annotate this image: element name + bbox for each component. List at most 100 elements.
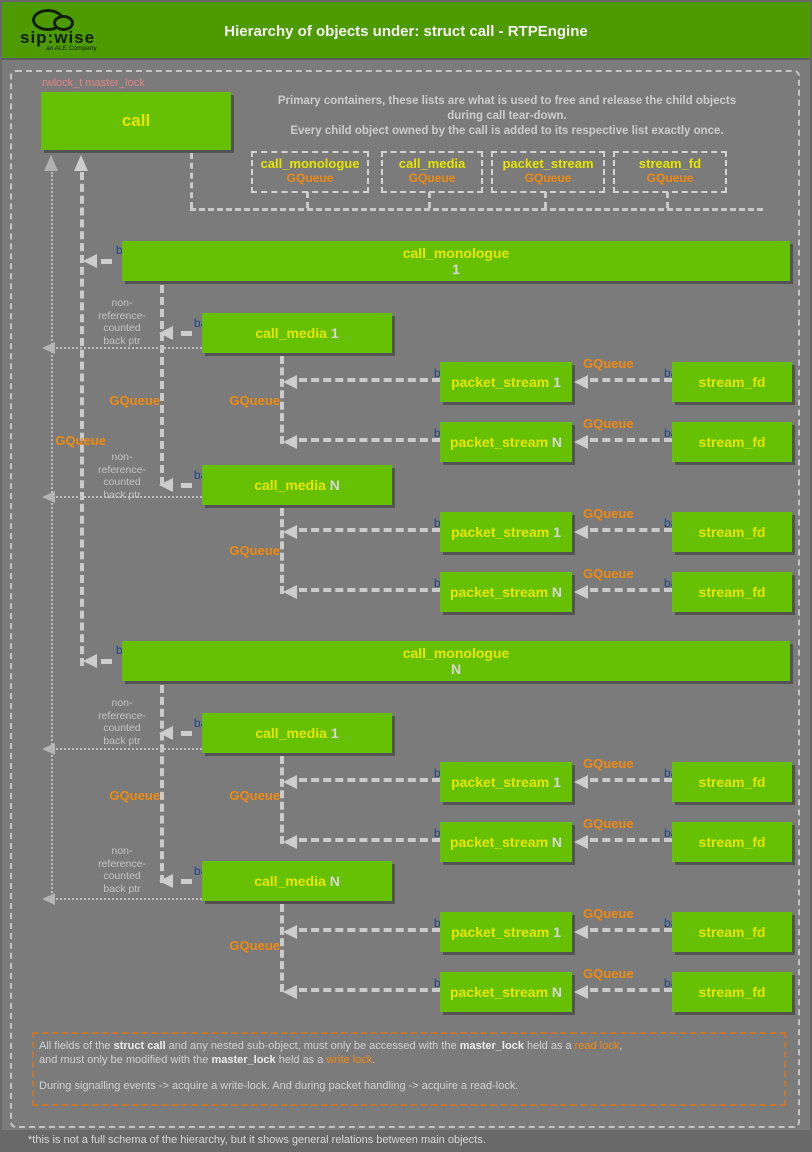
left-arrow-icon — [42, 491, 55, 503]
intro-line-3: Every child object owned by the call is … — [290, 125, 724, 137]
stream-queue-line — [280, 756, 284, 844]
back-ptr-dash — [181, 483, 192, 488]
left-arrow-icon — [42, 743, 55, 755]
media-queue-line — [160, 285, 164, 485]
back-ptr-line — [299, 778, 440, 782]
node-title: call_monologue — [402, 645, 510, 661]
node-suffix: 1 — [452, 261, 460, 277]
left-arrow-icon — [42, 342, 55, 354]
node-title: packet_stream — [449, 434, 549, 450]
back-ptr-arrow-icon — [283, 585, 297, 599]
back-ptr-arrow-icon — [574, 585, 588, 599]
node-suffix: N — [551, 434, 563, 450]
non-ref-back-ptr-label: non- reference- counted back ptr — [98, 845, 146, 895]
container-type: GQueue — [646, 171, 694, 185]
back-ptr-dash — [101, 259, 112, 264]
node-title: stream_fd — [698, 374, 766, 390]
stream-fd-box: stream_fd — [672, 572, 792, 612]
non-ref-back-ptr-trunk-line — [51, 172, 53, 901]
stream-fd-box: stream_fd — [672, 972, 792, 1012]
non-ref-back-ptr-label: non- reference- counted back ptr — [98, 297, 146, 347]
node-title: packet_stream — [451, 924, 550, 940]
back-ptr-arrow-icon — [283, 775, 297, 789]
node-title: stream_fd — [698, 524, 766, 540]
node-suffix: 1 — [553, 374, 561, 390]
back-ptr-line — [299, 988, 440, 992]
gqueue-label: GQueue — [583, 506, 634, 521]
note-spacer — [39, 1067, 784, 1080]
gqueue-label: GQueue — [583, 416, 634, 431]
node-suffix: N — [450, 661, 462, 677]
back-ptr-arrow-icon — [574, 985, 588, 999]
node-suffix: N — [329, 477, 340, 493]
container-title: call_monologue — [260, 156, 360, 171]
node-suffix: N — [329, 873, 340, 889]
back-ptr-arrow-icon — [83, 254, 97, 268]
back-ptr-arrow-icon — [159, 326, 173, 340]
gqueue-label: GQueue — [229, 393, 280, 408]
back-ptr-dash — [181, 731, 192, 736]
stream-fd-box: stream_fd — [672, 512, 792, 552]
note-line-1: All fields of the struct call and any ne… — [39, 1040, 623, 1052]
intro-line-2: during call tear-down. — [447, 110, 567, 122]
node-title: packet_stream — [451, 524, 550, 540]
container-title: packet_stream — [502, 156, 594, 171]
container-title: call_media — [398, 156, 466, 171]
gqueue-line — [590, 528, 672, 532]
gqueue-label: GQueue — [583, 906, 634, 921]
back-ptr-line — [299, 438, 440, 442]
packet-stream-box: packet_stream 1 — [440, 512, 572, 552]
back-ptr-line — [299, 588, 440, 592]
stream-queue-line — [280, 904, 284, 992]
node-title: stream_fd — [698, 834, 766, 850]
node-title: call_media — [255, 325, 327, 341]
gqueue-label: GQueue — [109, 788, 160, 803]
back-ptr-arrow-icon — [159, 478, 173, 492]
gqueue-label: GQueue — [229, 788, 280, 803]
node-title: stream_fd — [698, 434, 766, 450]
gqueue-line — [590, 378, 672, 382]
container-stub-line — [544, 192, 547, 208]
footer-note: *this is not a full schema of the hierar… — [28, 1134, 486, 1146]
node-suffix: N — [551, 984, 563, 1000]
node-title: packet_stream — [449, 834, 549, 850]
call-media-box: call_media N — [202, 465, 392, 505]
node-title: stream_fd — [698, 984, 766, 1000]
sipwise-logo: sip:wise an ALE Company — [20, 6, 130, 58]
non-ref-back-ptr-line — [56, 898, 202, 900]
call-box-label: call — [121, 111, 151, 130]
call-media-box: call_media 1 — [202, 713, 392, 753]
back-ptr-arrow-icon — [574, 775, 588, 789]
gqueue-line — [590, 838, 672, 842]
gqueue-label: GQueue — [583, 966, 634, 981]
back-ptr-arrow-icon — [574, 375, 588, 389]
call-monologue-box: call_monologue 1 — [122, 241, 790, 281]
gqueue-line — [590, 778, 672, 782]
left-arrow-icon — [42, 893, 55, 905]
container-box-call-media: call_media GQueue — [381, 151, 483, 193]
node-suffix: 1 — [330, 725, 339, 741]
containers-bus-line — [190, 208, 763, 211]
gqueue-line — [590, 588, 672, 592]
packet-stream-box: packet_stream N — [440, 972, 572, 1012]
packet-stream-box: packet_stream 1 — [440, 362, 572, 402]
gqueue-label: GQueue — [109, 393, 160, 408]
gqueue-label: GQueue — [583, 756, 634, 771]
gqueue-line — [590, 928, 672, 932]
gqueue-label: GQueue — [583, 356, 634, 371]
call-to-containers-line — [190, 153, 193, 208]
node-suffix: 1 — [553, 924, 561, 940]
node-title: packet_stream — [449, 584, 549, 600]
diagram-frame — [10, 70, 800, 1128]
node-title: call_media — [254, 477, 326, 493]
locking-note-box: All fields of the struct call and any ne… — [32, 1032, 786, 1106]
back-ptr-line — [299, 378, 440, 382]
up-arrow-icon — [44, 155, 58, 171]
stream-fd-box: stream_fd — [672, 422, 792, 462]
call-media-box: call_media N — [202, 861, 392, 901]
back-ptr-arrow-icon — [283, 435, 297, 449]
packet-stream-box: packet_stream N — [440, 572, 572, 612]
container-stub-line — [428, 192, 431, 208]
container-stub-line — [306, 192, 309, 208]
